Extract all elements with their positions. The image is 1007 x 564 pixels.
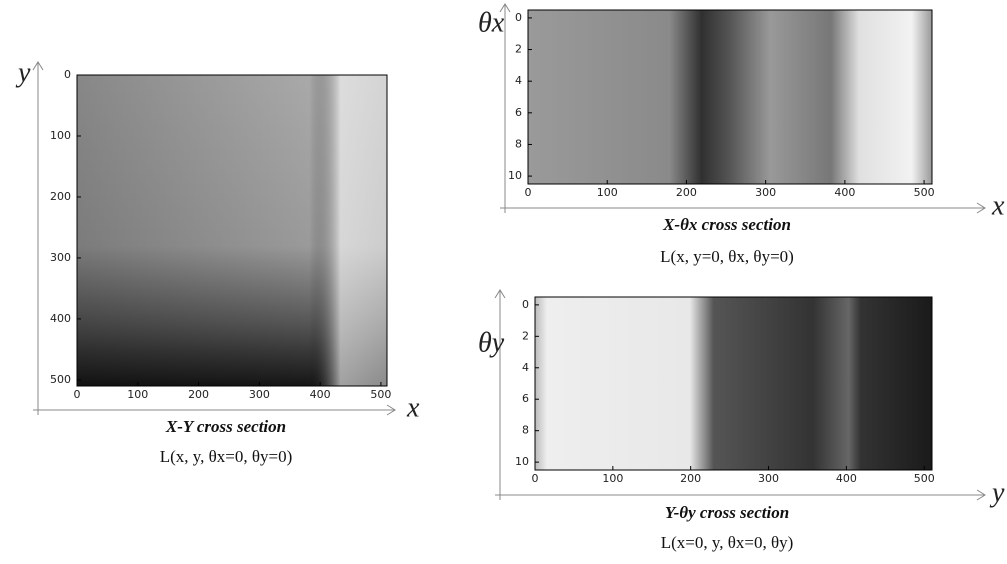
y-tick-label: 100 (50, 129, 71, 142)
y-tick-label: 200 (50, 190, 71, 203)
x-tick-label: 200 (680, 472, 701, 485)
y-tick-label: 8 (515, 137, 522, 150)
y-tick-label: 6 (522, 392, 529, 405)
caption: X-θx cross section (662, 215, 791, 234)
y-tick-label: 8 (522, 424, 529, 437)
formula: L(x=0, y, θx=0, θy) (661, 533, 794, 552)
image-x-theta (528, 10, 932, 184)
x-tick-label: 100 (127, 388, 148, 401)
axis-arrow-x (33, 404, 396, 416)
x-axis-label: y (989, 477, 1005, 508)
x-tick-label: 0 (532, 472, 539, 485)
y-tick-label: 2 (522, 329, 529, 342)
image-frame (76, 74, 388, 387)
formula: L(x, y=0, θx, θy=0) (660, 247, 794, 266)
x-tick-label: 300 (755, 186, 776, 199)
y-tick-label: 400 (50, 312, 71, 325)
y-axis-label: θx (478, 7, 505, 38)
image-y-theta (535, 297, 932, 470)
image-shade (77, 75, 387, 386)
image-frame (534, 296, 933, 471)
caption: X-Y cross section (165, 417, 286, 436)
formula: L(x, y, θx=0, θy=0) (160, 447, 293, 466)
y-tick-label: 4 (522, 361, 529, 374)
axis-arrow-y (499, 3, 511, 213)
caption: Y-θy cross section (665, 503, 789, 522)
x-tick-label: 0 (74, 388, 81, 401)
x-axis-label: x (991, 190, 1005, 221)
axis-arrow-x (495, 489, 986, 501)
image-frame (527, 9, 933, 185)
axis-arrow-y (32, 61, 44, 415)
x-tick-label: 400 (836, 472, 857, 485)
x-tick-label: 300 (758, 472, 779, 485)
y-tick-label: 0 (515, 11, 522, 24)
y-tick-label: 300 (50, 251, 71, 264)
y-axis-label: θy (478, 327, 505, 358)
x-tick-label: 500 (914, 186, 935, 199)
y-axis-label: y (15, 57, 31, 88)
x-axis-label: x (406, 392, 420, 423)
y-tick-label: 0 (522, 298, 529, 311)
axis-arrow-x (500, 202, 986, 214)
x-tick-label: 0 (525, 186, 532, 199)
y-tick-label: 6 (515, 106, 522, 119)
x-tick-label: 100 (602, 472, 623, 485)
x-tick-label: 200 (188, 388, 209, 401)
x-tick-label: 400 (834, 186, 855, 199)
x-tick-label: 300 (249, 388, 270, 401)
x-tick-label: 200 (676, 186, 697, 199)
x-tick-label: 100 (597, 186, 618, 199)
y-tick-label: 10 (508, 169, 522, 182)
y-tick-label: 0 (64, 68, 71, 81)
y-tick-label: 2 (515, 43, 522, 56)
y-tick-label: 4 (515, 74, 522, 87)
axis-arrow-y (494, 289, 506, 500)
x-tick-label: 500 (370, 388, 391, 401)
x-tick-label: 500 (914, 472, 935, 485)
y-tick-label: 500 (50, 373, 71, 386)
y-tick-label: 10 (515, 455, 529, 468)
x-tick-label: 400 (310, 388, 331, 401)
